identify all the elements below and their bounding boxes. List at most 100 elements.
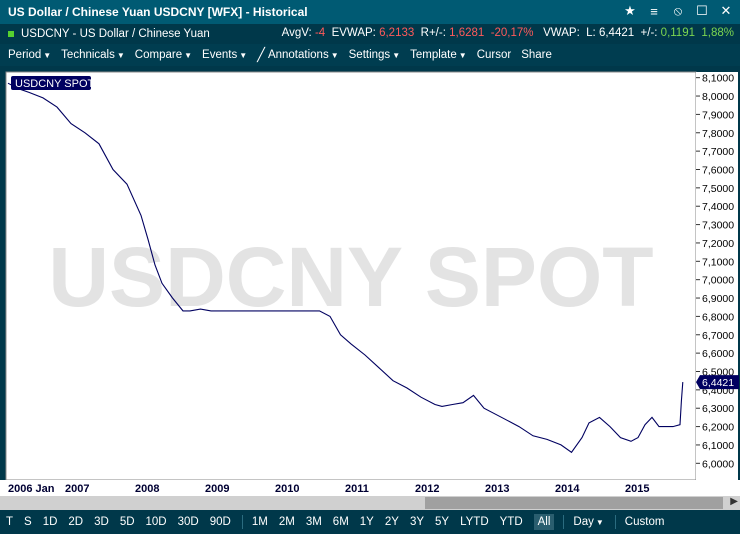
change-pct: 1,88% — [701, 27, 734, 39]
range-label: R+/-: — [420, 27, 446, 39]
chart-menubar: Period ▼ Technicals ▼ Compare ▼ Events ▼ ╱ An… — [0, 44, 740, 66]
price-chart[interactable]: USDCNY SPOT 6,00006,10006,20006,30006,40… — [0, 66, 740, 480]
period-3D[interactable]: 3D — [94, 516, 109, 528]
annotations-pencil-icon: ╱ — [257, 47, 265, 62]
link-icon[interactable]: ⦸ — [673, 3, 683, 18]
y-tick-label: 7,1000 — [702, 256, 734, 268]
range-2Y[interactable]: 2Y — [384, 516, 399, 528]
status-square-icon — [8, 31, 14, 37]
x-tick-label: 2015 — [625, 483, 649, 495]
period-divider — [241, 515, 243, 529]
chart-watermark: USDCNY SPOT — [48, 230, 653, 324]
plot-background — [5, 71, 697, 480]
scroll-right-icon[interactable]: ▶ — [730, 496, 738, 507]
y-tick-label: 6,2000 — [702, 422, 734, 434]
range-All[interactable]: All — [533, 514, 555, 530]
avgv-value: -4 — [314, 27, 326, 39]
y-tick-label: 7,2000 — [702, 238, 734, 250]
range-2M[interactable]: 2M — [278, 516, 295, 528]
instrument-infobar: USDCNY - US Dollar / Chinese Yuan AvgV: … — [0, 24, 740, 44]
x-tick-label: 2010 — [275, 483, 299, 495]
evwap-value: 6,2133 — [379, 27, 415, 39]
custom-divider — [614, 515, 616, 529]
range-1M[interactable]: 1M — [251, 516, 268, 528]
period-1D[interactable]: 1D — [42, 516, 58, 528]
range-LYTD[interactable]: LYTD — [460, 516, 489, 528]
y-tick-label: 7,8000 — [702, 128, 734, 140]
x-tick-label: 2006 Jan — [8, 483, 55, 495]
menu-template[interactable]: Template ▼ — [410, 49, 467, 61]
x-tick-label: 2013 — [485, 483, 509, 495]
x-tick-label: 2008 — [135, 483, 159, 495]
last-price-label: 6,4421 — [702, 377, 734, 389]
menu-icon[interactable]: ≡ — [650, 3, 658, 19]
period-T[interactable]: T — [6, 516, 14, 528]
menu-technicals[interactable]: Technicals ▼ — [61, 49, 125, 61]
x-tick-label: 2014 — [555, 483, 580, 495]
time-scrollbar[interactable]: ▶ — [0, 496, 740, 510]
period-2D[interactable]: 2D — [68, 516, 84, 528]
y-tick-label: 7,6000 — [702, 164, 734, 176]
y-tick-label: 6,3000 — [702, 403, 734, 415]
range-5Y[interactable]: 5Y — [435, 516, 450, 528]
y-tick-label: 8,0000 — [702, 91, 734, 103]
y-tick-label: 7,3000 — [702, 220, 734, 232]
custom-range-button[interactable]: Custom — [624, 516, 665, 528]
change-value: 0,1191 — [660, 27, 695, 39]
last-value: 6,4421 — [598, 27, 635, 39]
last-label: L: — [586, 27, 596, 39]
menu-settings[interactable]: Settings ▼ — [348, 49, 401, 61]
period-5D[interactable]: 5D — [119, 516, 135, 528]
y-tick-label: 7,4000 — [702, 201, 734, 213]
period-bar: T S 1D 2D 3D 5D 10D 30D 90D 1M 2M 3M 6M … — [0, 510, 740, 534]
y-tick-label: 6,1000 — [702, 440, 734, 452]
range-1Y[interactable]: 1Y — [359, 516, 374, 528]
y-axis-background — [696, 72, 738, 480]
chart-area[interactable]: USDCNY SPOT 6,0000 6,1000 6,2000 6,3000 6,40… — [0, 66, 740, 496]
series-line-usdcny — [7, 82, 684, 454]
scrollbar-thumb[interactable] — [425, 497, 723, 509]
menu-events[interactable]: Events ▼ — [202, 49, 248, 61]
y-tick-label: 6,0000 — [702, 458, 734, 470]
y-tick-label: 7,9000 — [702, 109, 734, 121]
y-tick-label: 6,7000 — [702, 330, 734, 342]
period-S[interactable]: S — [24, 516, 32, 528]
menu-compare[interactable]: Compare ▼ — [134, 49, 193, 61]
instrument-name: USDCNY - US Dollar / Chinese Yuan — [21, 28, 210, 40]
last-price-tag: 6,4421 — [696, 375, 739, 390]
range-3M[interactable]: 3M — [305, 516, 322, 528]
series-legend-label: USDCNY SPOT — [15, 78, 95, 90]
maximize-icon[interactable]: ☐ — [696, 3, 708, 18]
range-6M[interactable]: 6M — [332, 516, 349, 528]
range-value: 1,6281 — [449, 27, 485, 39]
menu-share[interactable]: Share — [521, 49, 552, 61]
interval-divider — [563, 515, 565, 529]
close-icon[interactable]: ✕ — [720, 3, 732, 18]
avgv-label: AvgV: — [281, 27, 312, 39]
vwap-label: VWAP: — [543, 27, 580, 39]
menu-period[interactable]: Period ▼ — [8, 49, 52, 61]
range-pct: -20,17% — [490, 27, 534, 39]
series-legend-tag[interactable]: USDCNY SPOT — [11, 76, 95, 90]
evwap-label: EVWAP: — [331, 27, 376, 39]
x-tick-label: 2012 — [415, 483, 439, 495]
y-tick-label: 7,7000 — [702, 146, 734, 158]
x-tick-label: 2009 — [205, 483, 229, 495]
y-tick-label: 6,8000 — [702, 311, 734, 323]
interval-select[interactable]: Day ▼ — [573, 516, 604, 528]
y-tick-label: 7,5000 — [702, 183, 734, 195]
period-10D[interactable]: 10D — [145, 516, 167, 528]
range-3Y[interactable]: 3Y — [409, 516, 425, 528]
menu-annotations[interactable]: ╱ Annotations ▼ — [257, 47, 339, 62]
menu-cursor[interactable]: Cursor — [476, 49, 512, 61]
change-label: +/-: — [640, 27, 658, 39]
time-axis: 2006 Jan 2007 2008 2009 2010 2011 2012 2013 2014… — [0, 480, 740, 496]
y-tick-label: 7,0000 — [702, 275, 734, 287]
period-90D[interactable]: 90D — [209, 516, 231, 528]
y-tick-label: 6,6000 — [702, 348, 734, 360]
range-YTD[interactable]: YTD — [499, 516, 523, 528]
window-title: US Dollar / Chinese Yuan USDCNY [WFX] - … — [8, 5, 308, 19]
favorite-star-icon[interactable]: ★ — [624, 3, 636, 18]
period-30D[interactable]: 30D — [177, 516, 199, 528]
x-tick-label: 2007 — [65, 483, 89, 495]
